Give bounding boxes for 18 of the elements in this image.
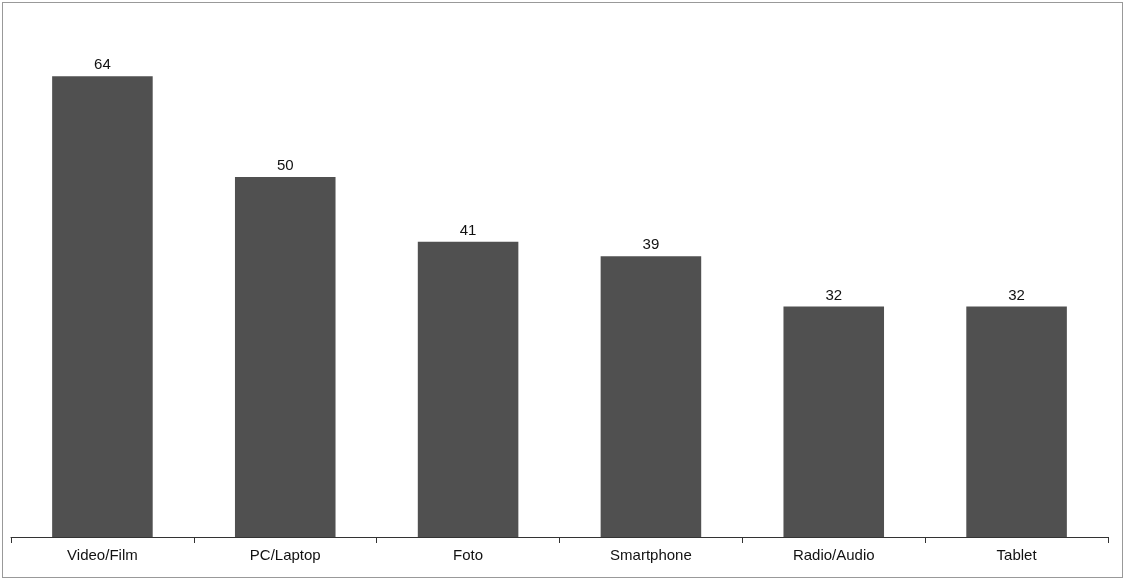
data-label: 32 — [1008, 285, 1025, 303]
bar — [600, 256, 702, 537]
data-label: 32 — [825, 285, 843, 303]
x-tick-label: Video/Film — [67, 546, 138, 563]
data-label: 41 — [459, 220, 477, 238]
data-label: 64 — [94, 55, 111, 73]
x-tick-label: PC/Laptop — [249, 546, 321, 563]
bar — [966, 306, 1067, 537]
bar — [234, 177, 336, 537]
x-tick-label: Smartphone — [610, 546, 692, 563]
x-tick-label: Tablet — [996, 546, 1038, 563]
data-label: 50 — [276, 156, 294, 173]
x-tick-label: Foto — [453, 546, 484, 563]
data-label: 39 — [642, 235, 660, 253]
bar — [52, 76, 153, 537]
bar — [417, 241, 519, 537]
bar — [783, 306, 885, 537]
x-tick-label: Radio/Audio — [792, 546, 875, 563]
